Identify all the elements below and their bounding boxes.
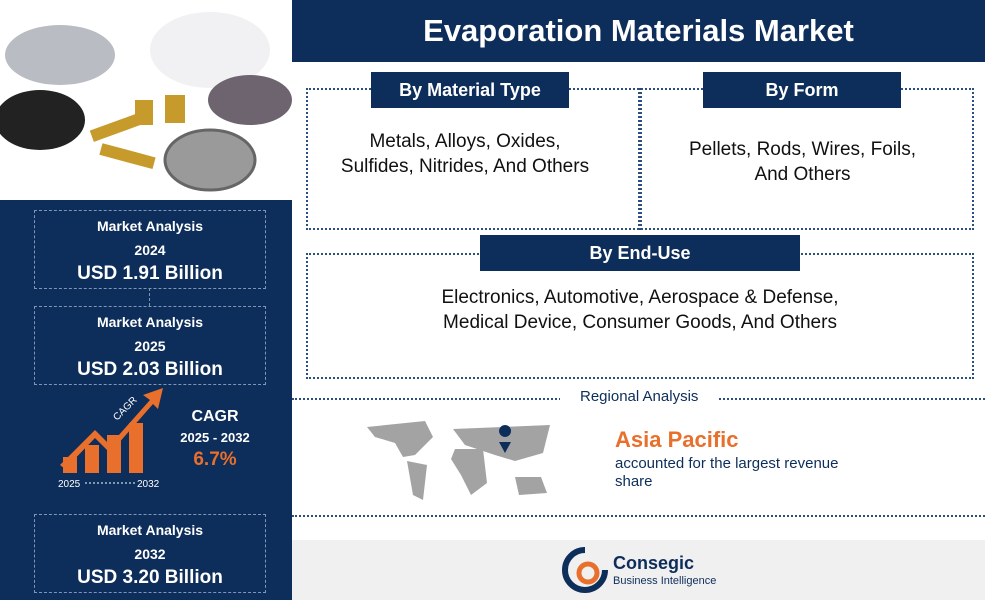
segment-text: Electronics, Automotive, Aerospace & Def… [441, 287, 839, 333]
footer [292, 540, 985, 600]
segment-title: By Form [703, 72, 901, 108]
title: Evaporation Materials Market [292, 0, 985, 62]
year: 2032 [134, 546, 166, 562]
market-box: Market Analysis 2024 USD 1.91 Billion [34, 210, 266, 289]
segment-title: By Material Type [371, 72, 569, 108]
regional-title: Regional Analysis [560, 388, 719, 405]
connector [149, 288, 150, 306]
market-box: Market Analysis 2025 USD 2.03 Billion [34, 306, 266, 385]
label: Market Analysis [96, 522, 204, 538]
value: USD 1.91 Billion [77, 263, 223, 284]
logo-tagline: Business Intelligence [613, 575, 717, 587]
segment-text: Metals, Alloys, Oxides, Sulfides, Nitrid… [340, 131, 590, 177]
region-name: Asia Pacific [615, 427, 739, 452]
value: USD 2.03 Billion [77, 359, 223, 380]
world-map [367, 421, 550, 500]
segment-title: By End-Use [480, 235, 800, 271]
icon-start: 2025 [58, 479, 81, 490]
divider [292, 515, 985, 517]
logo-name: Consegic [613, 553, 695, 573]
cagr-icon: CAGR 2025 2032 [58, 388, 163, 490]
label: Market Analysis [96, 314, 204, 330]
cagr-label: CAGR [191, 408, 239, 425]
region-text: accounted for the largest revenue share [615, 455, 839, 490]
year: 2024 [134, 242, 166, 258]
label: Market Analysis [96, 218, 204, 234]
cagr-block: CAGR 2025 - 2032 6.7% [170, 408, 260, 471]
cagr-period: 2025 - 2032 [180, 430, 250, 445]
left-panel [0, 200, 292, 600]
cagr-value: 6.7% [193, 449, 237, 470]
materials-image [0, 0, 292, 200]
value: USD 3.20 Billion [77, 567, 223, 588]
logo-icon [562, 547, 608, 593]
segment-text: Pellets, Rods, Wires, Foils, And Others [689, 139, 916, 185]
year: 2025 [134, 338, 166, 354]
market-box: Market Analysis 2032 USD 3.20 Billion [34, 514, 266, 593]
icon-end: 2032 [137, 479, 160, 490]
